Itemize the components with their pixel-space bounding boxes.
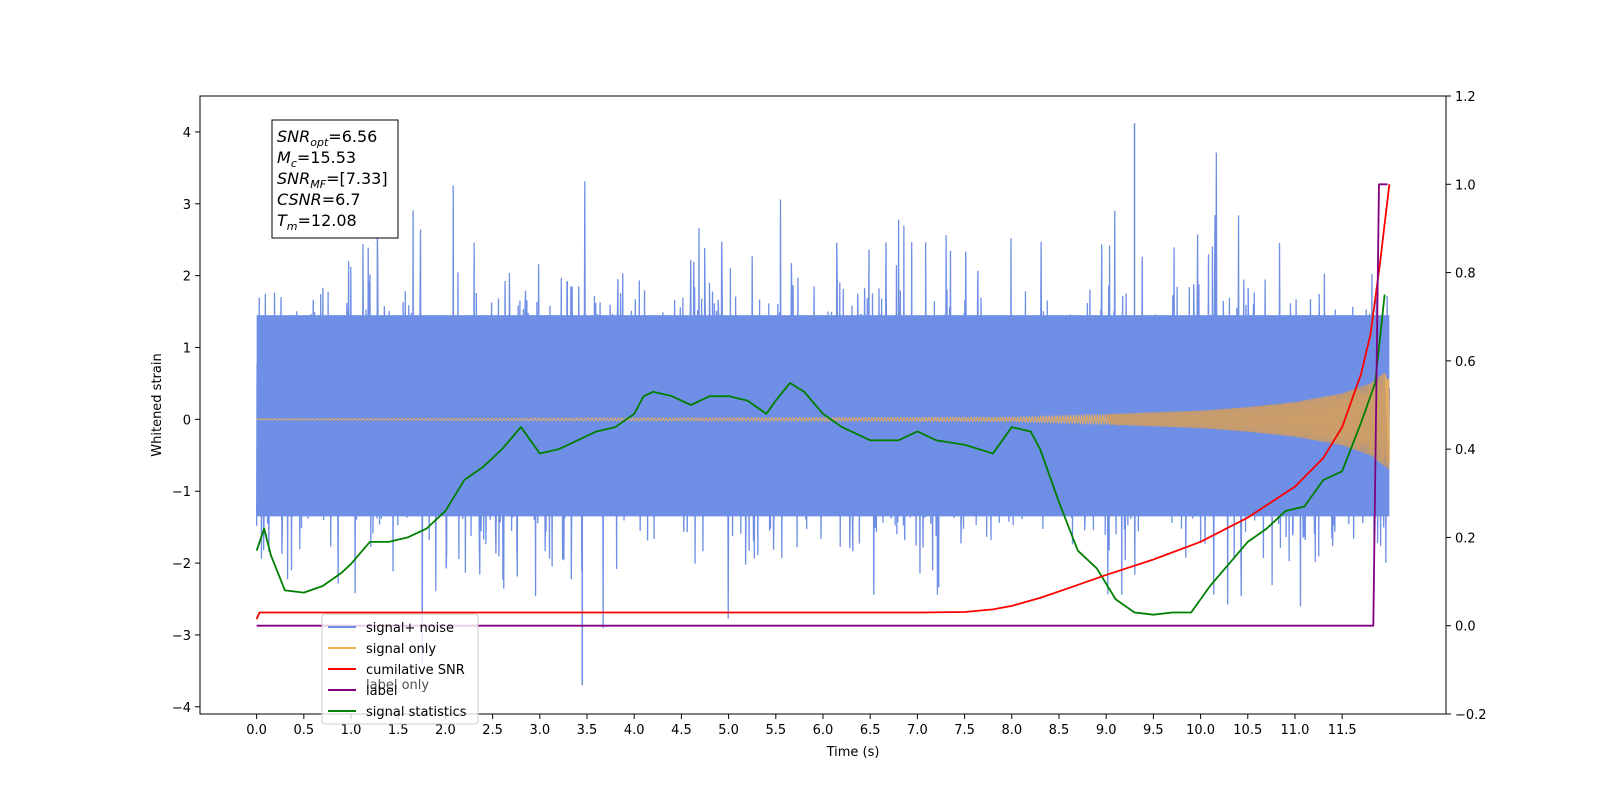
legend-entry-label: label	[366, 684, 397, 699]
legend-entry-label: signal only	[366, 642, 436, 657]
x-tick-label: 8.0	[1001, 723, 1022, 738]
y-left-tick-label: −2	[172, 557, 191, 572]
x-tick-label: 3.5	[577, 723, 598, 738]
y-right-tick-label: 0.0	[1455, 620, 1476, 635]
y-right-tick-label: −0.2	[1455, 708, 1487, 723]
legend-entry-label: signal statistics	[366, 705, 467, 720]
legend-hidden-label: label only	[366, 678, 429, 693]
y-left-tick-label: 3	[183, 198, 191, 213]
x-tick-label: 10.5	[1233, 723, 1262, 738]
y-left-tick-label: 2	[183, 270, 191, 285]
signal-only-series	[256, 372, 1390, 470]
y-right-tick-label: 0.4	[1455, 443, 1476, 458]
x-tick-label: 5.0	[718, 723, 739, 738]
x-tick-label: 9.5	[1143, 723, 1164, 738]
y-left-tick-label: −4	[172, 701, 191, 716]
x-tick-label: 1.5	[388, 723, 409, 738]
legend-frame	[321, 613, 479, 725]
x-tick-label: 11.0	[1280, 723, 1309, 738]
x-tick-label: 10.0	[1186, 723, 1215, 738]
x-tick-label: 4.0	[624, 723, 645, 738]
y-left-tick-label: 4	[183, 126, 191, 141]
annotation-line: CSNR=6.7	[277, 190, 361, 209]
y-right-tick-label: 1.2	[1455, 90, 1476, 105]
x-tick-label: 2.5	[482, 723, 503, 738]
annotation-frame	[271, 119, 399, 239]
x-tick-label: 4.5	[671, 723, 692, 738]
x-tick-label: 7.0	[907, 723, 928, 738]
x-tick-label: 6.0	[813, 723, 834, 738]
x-tick-label: 5.5	[765, 723, 786, 738]
x-axis-label: Time (s)	[826, 745, 880, 760]
y-right-tick-label: 0.2	[1455, 531, 1476, 546]
x-tick-label: 1.0	[341, 723, 362, 738]
y-right-tick-label: 0.6	[1455, 355, 1476, 370]
x-tick-label: 9.0	[1096, 723, 1117, 738]
annotation-line: SNRMF=[7.33]	[277, 169, 388, 191]
legend-entry-label: cumilative SNR	[366, 663, 465, 678]
x-tick-label: 0.0	[246, 723, 267, 738]
signal-only-envelope	[1106, 372, 1390, 470]
x-tick-label: 3.0	[529, 723, 550, 738]
annotation-line: SNRopt=6.56	[277, 127, 377, 149]
x-tick-label: 2.0	[435, 723, 456, 738]
y-right-tick-label: 1.0	[1455, 178, 1476, 193]
label-line	[256, 183, 1388, 627]
y-left-tick-label: 0	[183, 413, 191, 428]
x-tick-label: 7.5	[954, 723, 975, 738]
annotation-line: Mc=15.53	[277, 148, 356, 170]
x-tick-label: 6.5	[860, 723, 881, 738]
annotation-line: Tm=12.08	[277, 211, 357, 233]
right-axis-series	[255, 183, 1391, 627]
y-left-tick-label: 1	[183, 342, 191, 357]
x-tick-label: 11.5	[1328, 723, 1357, 738]
y-left-tick-label: −3	[172, 629, 191, 644]
y-axis-label: Whitened strain	[150, 353, 165, 456]
legend-entry-label: signal+ noise	[366, 621, 454, 636]
signal-statistics-line	[255, 294, 1386, 616]
legend: label only signal+ noise signal only cumila…	[321, 613, 479, 725]
cumilative-snr-line	[255, 184, 1391, 620]
axes: 0.0 0.5 1.0 1.5 2.0 2.5 3.0 3.5 4.0 4.5 5.0 5.5 6.0 6…	[172, 90, 1487, 738]
y-left-tick-label: −1	[172, 485, 191, 500]
x-tick-label: 8.5	[1049, 723, 1070, 738]
x-tick-label: 0.5	[293, 723, 314, 738]
y-right-tick-label: 0.8	[1455, 267, 1476, 282]
signal-plus-noise-line	[255, 152, 1391, 664]
